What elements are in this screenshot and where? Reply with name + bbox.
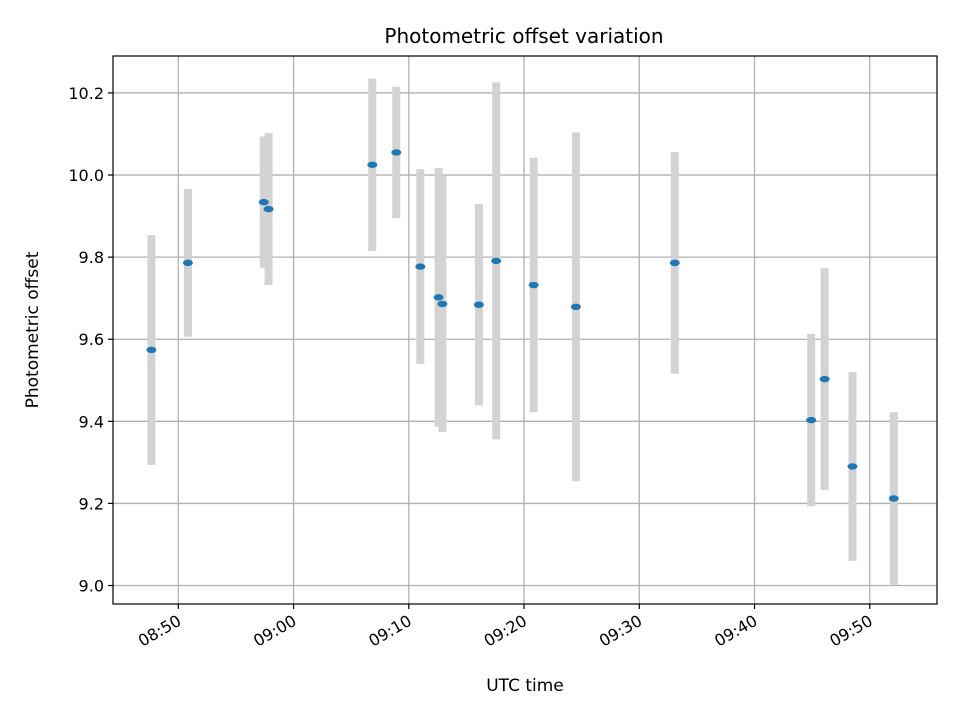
- data-point: [491, 257, 502, 265]
- data-point: [258, 198, 269, 206]
- y-tick-label: 10.2: [68, 84, 104, 103]
- data-point: [391, 149, 402, 156]
- y-tick-label: 9.2: [79, 494, 104, 513]
- plot-frame: [112, 55, 938, 605]
- data-point: [888, 495, 899, 502]
- x-tick-label: 09:10: [365, 611, 414, 651]
- y-tick-label: 9.4: [79, 412, 104, 431]
- x-axis-title: UTC time: [486, 676, 564, 696]
- data-point: [528, 281, 539, 289]
- data-point: [433, 294, 444, 301]
- data-point: [473, 301, 484, 308]
- x-tick-label: 09:20: [481, 611, 530, 651]
- x-tick-label: 09:00: [250, 611, 299, 651]
- data-point: [806, 416, 817, 424]
- x-axis: 08:50 09:00 09:10 09:20 09:30 09:40 09:50: [135, 604, 876, 651]
- error-bars: [147, 78, 898, 585]
- x-tick-label: 08:50: [135, 611, 184, 651]
- grid: [113, 56, 937, 604]
- y-tick-label: 9.8: [79, 248, 104, 267]
- x-tick-label: 09:30: [596, 611, 645, 651]
- data-point: [263, 205, 274, 213]
- data-point: [570, 303, 581, 311]
- data-point: [367, 161, 378, 168]
- y-tick-label: 9.6: [79, 330, 104, 349]
- y-axis: 9.0 9.2 9.4 9.6 9.8 10.0 10.2: [68, 84, 113, 596]
- data-point: [669, 259, 680, 267]
- x-tick-label: 09:40: [711, 611, 760, 651]
- data-point: [437, 300, 448, 308]
- x-tick-label: 09:50: [826, 611, 875, 651]
- data-point: [415, 263, 426, 270]
- data-point: [182, 259, 193, 267]
- chart-title: Photometric offset variation: [384, 24, 663, 48]
- y-axis-title: Photometric offset: [23, 251, 43, 408]
- data-point: [146, 346, 157, 354]
- data-points: [146, 149, 899, 502]
- data-point: [847, 463, 858, 470]
- data-point: [819, 375, 830, 383]
- y-tick-label: 10.0: [68, 166, 104, 185]
- y-tick-label: 9.0: [79, 577, 104, 596]
